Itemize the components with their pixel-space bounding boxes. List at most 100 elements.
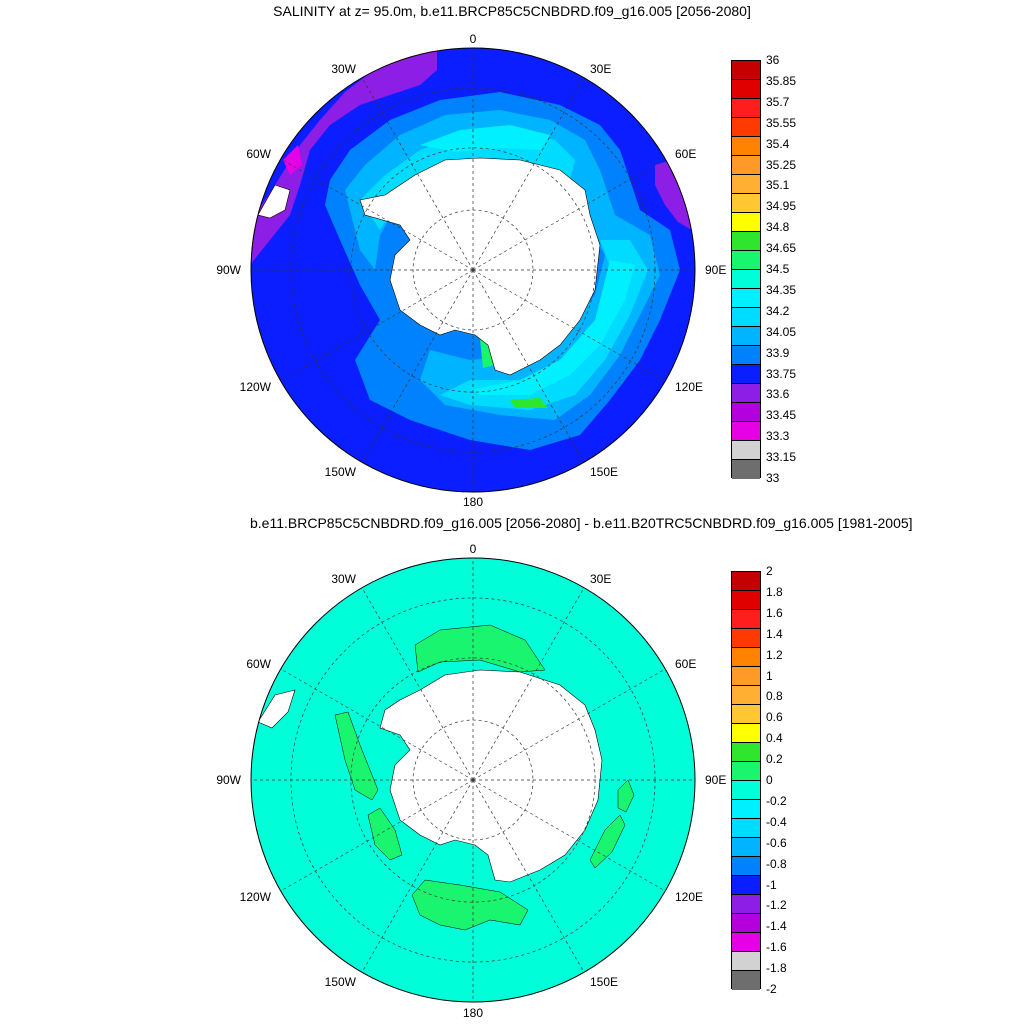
map2-lon-label-150e: 150E [590,975,619,989]
map1-lon-label-150e: 150E [590,465,619,479]
colorbar-swatch [732,251,760,270]
colorbar-tick-label: -2 [766,982,777,996]
colorbar-tick-label: 33.45 [766,408,797,423]
meridian-line [472,587,585,781]
colorbar-tick-label: 33.6 [766,387,790,402]
colorbar-swatch [732,232,760,251]
map1-lon-label-180: 180 [462,495,484,509]
map2-lon-label-30w: 30W [331,572,356,586]
colorbar-swatch [732,952,760,971]
colorbar-swatch [732,327,760,346]
colorbar-tick-label: 35.7 [766,94,790,109]
map2-lon-label-180: 180 [462,1006,484,1020]
map1-south-america [257,184,291,219]
colorbar-swatch [732,705,760,724]
map1-title: SALINITY at z= 95.0m, b.e11.BRCP85C5CNBD… [273,3,751,19]
colorbar-tick-label: 1.6 [766,605,783,620]
colorbar-tick-label: 35.1 [766,178,790,193]
meridian-line [472,77,585,271]
colorbar-swatch [732,61,760,80]
map2-lon-label-120e: 120E [675,890,704,904]
colorbar-swatch [732,971,760,990]
colorbar-tick-label: -0.4 [766,814,787,829]
map2-colorbar [731,571,761,990]
map1-band-3420b [440,240,648,410]
colorbar-tick-label: -1.6 [766,940,787,955]
colorbar-swatch [732,629,760,648]
colorbar-swatch [732,781,760,800]
map1-lon-label-90w: 90W [216,263,241,277]
meridian-line [472,269,666,382]
colorbar-tick-label: 0 [766,773,773,787]
colorbar-swatch [732,175,760,194]
map1-magenta-patch [283,145,302,175]
colorbar-swatch [732,591,760,610]
colorbar-swatch [732,460,760,479]
meridian-line [472,269,585,463]
colorbar-tick-label: 34.95 [766,199,797,214]
map2-lon-label-0: 0 [469,542,477,556]
colorbar-tick-label: 35.55 [766,115,797,130]
map1-antarctica [359,157,601,376]
map1-band-3420 [360,130,575,230]
map2-green-patch-east2 [617,779,635,813]
colorbar-tick-label: 34.35 [766,282,797,297]
colorbar-tick-label: 0.6 [766,710,783,725]
map2-green-patch-south [411,879,529,931]
colorbar-swatch [732,914,760,933]
colorbar-tick-label: -1.2 [766,898,787,913]
colorbar-swatch [732,270,760,289]
meridian-line [280,668,474,781]
colorbar-tick-label: 34.5 [766,262,790,276]
colorbar-swatch [732,422,760,441]
colorbar-tick-label: 34.8 [766,220,790,235]
meridian-line [280,269,474,382]
meridian-line [472,668,666,781]
colorbar-swatch [732,648,760,667]
map2-lon-label-120w: 120W [239,890,271,904]
latitude-circle [412,209,534,331]
map2-border [250,557,696,1003]
map2-antarctica [379,669,603,883]
map2-south-america [257,689,296,729]
colorbar-tick-label: 33 [766,471,780,485]
colorbar-swatch [732,572,760,591]
map1-band-3435b [470,260,635,395]
colorbar-swatch [732,876,760,895]
map1-lon-label-150w: 150W [324,465,356,479]
colorbar-tick-label: 34.65 [766,241,797,256]
map2-green-patch-north [414,624,546,673]
map1-lon-label-120e: 120E [675,380,704,394]
meridian-line [472,779,585,973]
colorbar-tick-label: 1 [766,668,773,683]
colorbar-tick-label: 35.85 [766,73,797,88]
colorbar-tick-label: 0.2 [766,752,783,767]
colorbar-tick-label: 2 [766,564,773,578]
map1-band-3435 [420,125,550,152]
colorbar-tick-label: 1.2 [766,647,783,662]
map1 [250,47,696,493]
colorbar-swatch [732,346,760,365]
map2-graticule [251,558,695,1002]
colorbar-swatch [732,895,760,914]
colorbar-tick-label: -0.8 [766,856,787,871]
colorbar-swatch [732,800,760,819]
colorbar-swatch [732,308,760,327]
colorbar-swatch [732,610,760,629]
map2-lon-label-60e: 60E [675,657,697,671]
colorbar-tick-label: 35.4 [766,136,790,151]
colorbar-swatch [732,667,760,686]
map1-colorbar [731,60,761,479]
colorbar-tick-label: 33.15 [766,450,797,465]
colorbar-swatch [732,403,760,422]
colorbar-tick-label: 35.25 [766,157,797,172]
colorbar-tick-label: 33.75 [766,366,797,381]
map2-lon-label-90e: 90E [705,773,727,787]
colorbar-swatch [732,99,760,118]
colorbar-swatch [732,743,760,762]
colorbar-swatch [732,441,760,460]
colorbar-tick-label: -0.2 [766,793,787,808]
colorbar-tick-label: 36 [766,53,780,67]
colorbar-tick-label: -0.6 [766,835,787,850]
